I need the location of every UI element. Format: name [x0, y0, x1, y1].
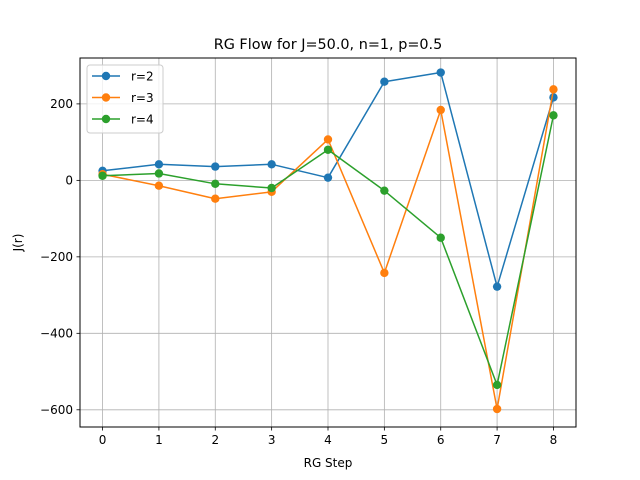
x-tick-label: 1: [155, 433, 163, 447]
y-axis-label: J(r): [11, 234, 25, 253]
data-point: [436, 105, 445, 115]
x-tick-label: 2: [211, 433, 219, 447]
y-tick-label: 200: [50, 97, 73, 111]
data-point: [549, 85, 558, 94]
data-point: [323, 135, 333, 144]
data-point: [380, 77, 389, 86]
data-point: [323, 145, 333, 154]
legend-entry: r=2: [92, 70, 154, 84]
legend-label: r=2: [131, 70, 154, 84]
data-point: [267, 183, 276, 193]
x-tick-label: 7: [493, 433, 501, 447]
data-point: [492, 282, 502, 291]
legend-label: r=3: [131, 91, 154, 105]
legend-label: r=4: [131, 113, 154, 127]
legend-marker: [101, 93, 111, 102]
x-tick-label: 5: [381, 433, 389, 447]
legend-marker: [101, 114, 111, 124]
y-tick-label: −200: [40, 250, 73, 264]
x-tick-label: 6: [437, 433, 445, 447]
data-point: [98, 171, 107, 180]
data-point: [211, 179, 220, 189]
x-tick-label: 8: [550, 433, 558, 447]
series-r=3: [98, 85, 558, 414]
x-tick-label: 0: [99, 433, 107, 447]
x-axis-label: RG Step: [304, 456, 353, 470]
data-point: [436, 68, 445, 77]
series-r=4: [98, 111, 558, 390]
data-point: [549, 111, 558, 120]
data-point: [492, 404, 502, 414]
x-tick-label: 4: [324, 433, 332, 447]
x-tick-label: 3: [268, 433, 276, 447]
y-tick-label: −400: [40, 326, 73, 340]
data-point: [380, 186, 389, 195]
chart-title: RG Flow for J=50.0, n=1, p=0.5: [214, 37, 443, 53]
legend-entry: r=4: [92, 113, 154, 127]
legend-marker: [101, 71, 111, 81]
y-tick-label: 0: [65, 173, 73, 187]
data-point: [380, 268, 389, 278]
data-point: [267, 160, 276, 169]
data-point: [436, 233, 445, 242]
legend-entry: r=3: [92, 91, 154, 105]
data-point: [549, 93, 558, 102]
data-point: [154, 160, 164, 169]
legend: r=2 r=3 r=4: [86, 64, 164, 134]
data-point: [492, 380, 502, 390]
data-point: [154, 181, 164, 190]
series-layer: [98, 68, 558, 414]
data-point: [154, 169, 164, 178]
data-point: [323, 173, 333, 182]
ticks-layer: 0 1 2 3 4 5 6 7 8 −600 −400 −200 0 200: [40, 97, 557, 447]
data-point: [211, 162, 220, 171]
series-r=2: [98, 68, 558, 291]
y-tick-label: −600: [40, 403, 73, 417]
data-point: [211, 194, 220, 203]
